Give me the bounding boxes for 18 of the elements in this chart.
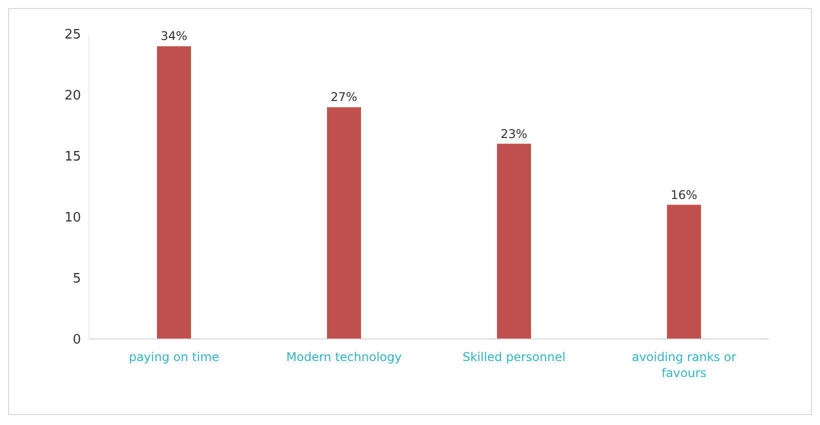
y-tick-label: 25 bbox=[64, 28, 81, 43]
x-tick-label: paying on time bbox=[128, 350, 220, 364]
annotation: 34% bbox=[160, 29, 188, 44]
x-tick-label: avoiding ranks or favours bbox=[632, 350, 736, 380]
bar bbox=[327, 107, 361, 339]
y-tick-label: 0 bbox=[72, 332, 81, 348]
y-tick-label: 20 bbox=[64, 88, 81, 104]
y-tick-label: 5 bbox=[72, 272, 81, 287]
annotation: 27% bbox=[330, 90, 358, 104]
y-tick-label: 10 bbox=[64, 210, 81, 226]
bar bbox=[157, 46, 191, 339]
x-tick-label: Skilled personnel bbox=[462, 350, 566, 364]
x-tick-label: Modern technology bbox=[286, 350, 402, 364]
bar bbox=[667, 204, 701, 339]
annotation: 23% bbox=[500, 126, 528, 141]
bar bbox=[497, 144, 531, 339]
annotation: 16% bbox=[670, 188, 698, 202]
y-tick-label: 15 bbox=[64, 150, 81, 165]
